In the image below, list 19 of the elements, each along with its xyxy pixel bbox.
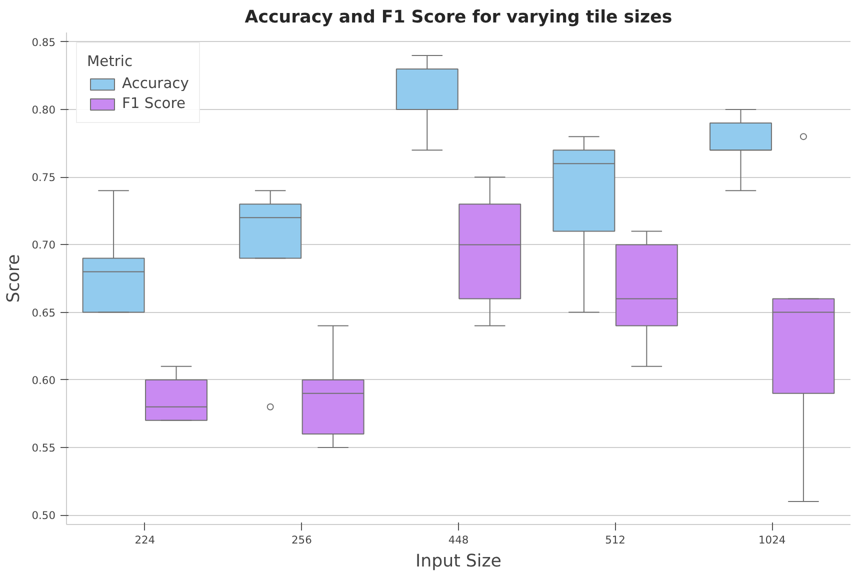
legend-title: Metric	[87, 53, 134, 70]
y-axis-title: Score	[4, 254, 24, 303]
x-tick-label: 1024	[758, 534, 786, 546]
y-tick-label: 0.70	[32, 238, 56, 252]
y-tick-label: 0.85	[32, 36, 56, 49]
x-tick-label: 448	[448, 534, 469, 546]
x-tick-label: 512	[605, 534, 626, 546]
chart-title: Accuracy and F1 Score for varying tile sizes	[244, 8, 672, 28]
y-tick-label: 0.80	[32, 104, 56, 117]
y-tick-label: 0.50	[32, 509, 56, 522]
x-tick-label: 256	[292, 534, 312, 546]
legend-label: F1 Score	[122, 95, 186, 112]
y-tick-label: 0.60	[32, 374, 56, 387]
y-tick-label: 0.55	[32, 441, 56, 454]
y-tick-label: 0.65	[32, 306, 56, 320]
legend-label: Accuracy	[122, 75, 189, 92]
x-tick-label: 224	[134, 534, 156, 546]
y-tick-label: 0.75	[32, 171, 56, 184]
x-axis-title: Input Size	[416, 552, 502, 572]
